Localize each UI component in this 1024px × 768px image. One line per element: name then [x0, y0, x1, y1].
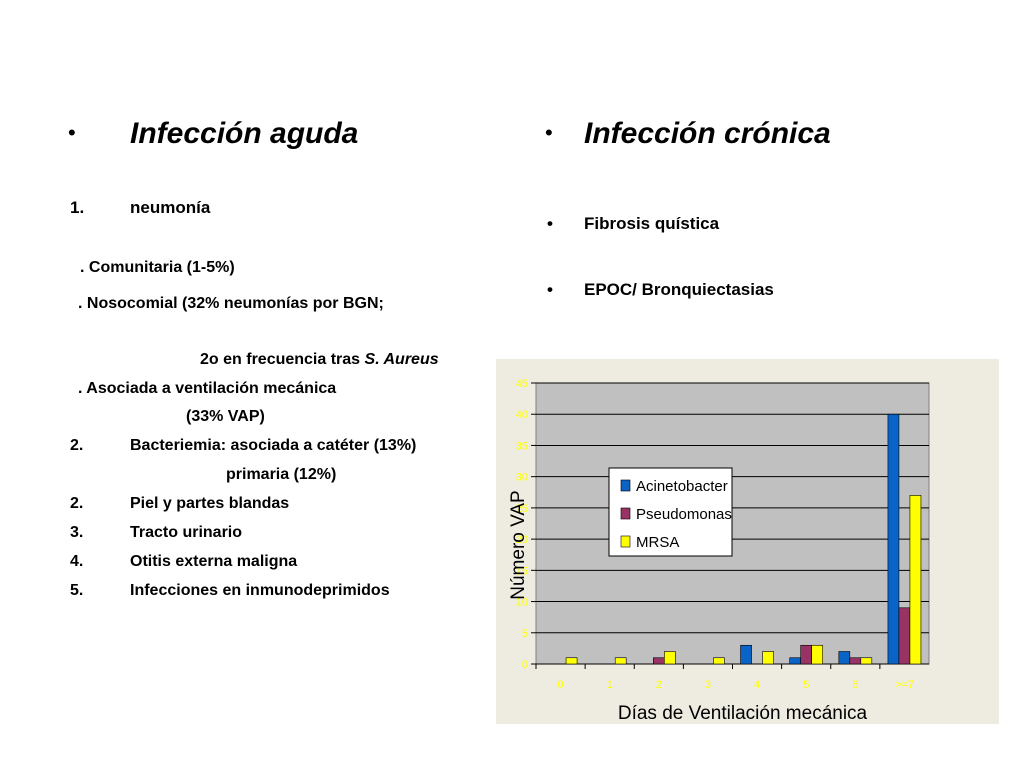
bar-pseudomonas [898, 607, 911, 665]
bar-mrsa [713, 657, 725, 665]
bar-mrsa [565, 657, 578, 665]
y-tick-label: 35 [516, 440, 528, 452]
bar-mrsa [811, 644, 823, 665]
right-item-fibrosis: Fibrosis quística [584, 214, 720, 233]
right-bullet: • [547, 214, 553, 233]
y-tick-label: 40 [516, 409, 528, 421]
legend-swatch [620, 479, 631, 492]
list-item-piel: Piel y partes blandas [130, 495, 290, 512]
right-heading: Infección crónica [584, 117, 831, 150]
list-item-nosocomial: . Nosocomial (32% neumonías por BGN; [78, 295, 384, 312]
bar-mrsa [762, 651, 774, 665]
list-number: 3. [70, 524, 84, 541]
x-tick-label: 0 [558, 679, 564, 691]
x-axis-title: Días de Ventilación mecánica [618, 703, 868, 724]
bar-acinetobacter [789, 657, 801, 665]
list-item-bacteriemia: Bacteriemia: asociada a catéter (13%) [130, 437, 417, 454]
y-tick-label: 10 [516, 597, 528, 609]
list-number: 2. [70, 495, 84, 512]
right-item-epoc: EPOC/ Bronquiectasias [584, 280, 774, 299]
x-tick-label: 4 [754, 679, 760, 691]
bar-pseudomonas [800, 644, 812, 665]
list-item-vap-pct: (33% VAP) [186, 408, 265, 425]
list-item-frecuencia: 2o en frecuencia tras S. Aureus [200, 351, 439, 368]
bar-mrsa [664, 651, 676, 665]
list-number: 2. [70, 437, 84, 454]
list-number: 1. [70, 198, 85, 217]
bar-mrsa [860, 657, 873, 665]
x-tick-label: 2 [656, 679, 662, 691]
bar-pseudomonas [653, 657, 665, 665]
legend-label: MRSA [636, 534, 679, 551]
y-tick-label: 45 [516, 378, 528, 390]
y-tick-label: 5 [522, 628, 528, 640]
legend-swatch [620, 507, 631, 520]
list-item-comunitaria: . Comunitaria (1-5%) [80, 259, 235, 276]
chart-panel: 0 5 10 15 20 25 30 35 40 45 0 1 2 3 4 5 6 >=7 Días de Vent… [496, 359, 999, 724]
x-tick-label: 6 [852, 679, 858, 691]
bar-mrsa [614, 657, 627, 665]
right-heading-bullet: • [545, 120, 553, 145]
y-tick-label: 30 [516, 472, 528, 484]
bar-mrsa [909, 495, 922, 665]
list-number: 4. [70, 553, 84, 570]
y-axis-title: Número VAP [508, 490, 529, 599]
bar-pseudomonas [849, 657, 862, 665]
y-tick-label: 20 [516, 534, 528, 546]
italic-organism: S. Aureus [364, 351, 439, 368]
list-item-neumonia: neumonía [130, 198, 211, 217]
list-item-otitis: Otitis externa maligna [130, 553, 298, 570]
x-tick-label: 1 [607, 679, 613, 691]
left-heading: Infección aguda [130, 117, 359, 150]
list-item-primaria: primaria (12%) [226, 466, 337, 483]
y-tick-label: 15 [516, 565, 528, 577]
y-tick-label: 25 [516, 503, 528, 515]
bar-acinetobacter [740, 644, 752, 665]
legend-label: Acinetobacter [636, 478, 728, 495]
list-number: 5. [70, 582, 84, 599]
x-tick-label: 5 [803, 679, 809, 691]
list-item-inmuno: Infecciones en inmunodeprimidos [130, 582, 390, 599]
y-tick-label: 0 [522, 659, 528, 671]
x-tick-label: 3 [705, 679, 711, 691]
right-bullet: • [547, 280, 553, 299]
legend-label: Pseudomonas [636, 506, 732, 523]
bar-acinetobacter [887, 413, 900, 665]
list-item-vap: . Asociada a ventilación mecánica [78, 380, 337, 397]
left-heading-bullet: • [68, 120, 76, 145]
legend-swatch [620, 535, 631, 548]
bar-acinetobacter [838, 651, 851, 665]
x-tick-label: >=7 [895, 679, 914, 691]
list-item-tracto: Tracto urinario [130, 524, 243, 541]
